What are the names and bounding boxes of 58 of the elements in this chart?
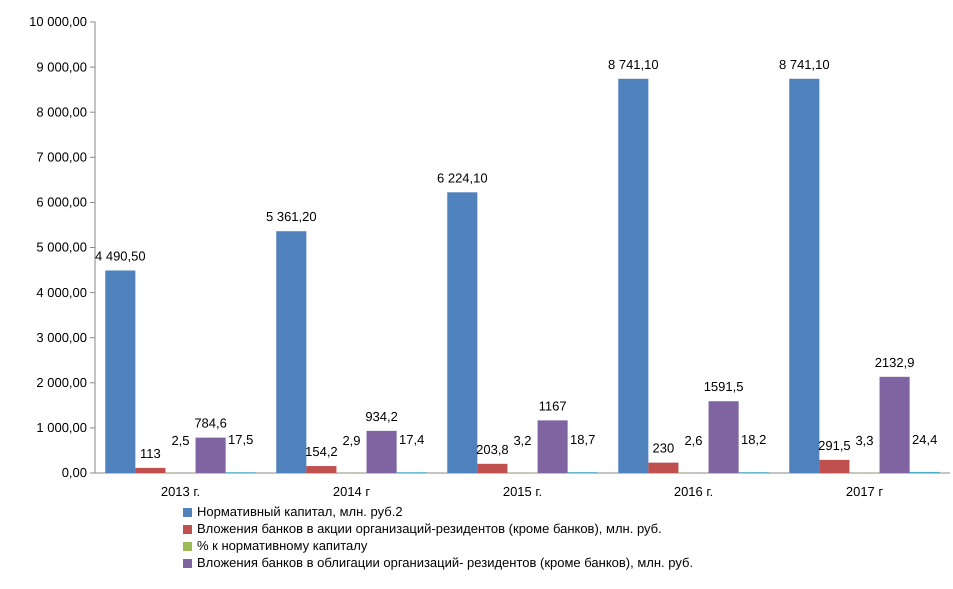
x-tick-label: 2013 г. bbox=[160, 484, 200, 500]
data-label: 1167 bbox=[538, 398, 567, 414]
data-label: 8 741,10 bbox=[608, 56, 659, 72]
data-label: 2,9 bbox=[342, 432, 361, 448]
y-tick-label: 9 000,00 bbox=[36, 59, 87, 74]
data-label: 6 224,10 bbox=[437, 170, 488, 186]
data-label: 784,6 bbox=[194, 416, 227, 431]
bar bbox=[880, 376, 910, 473]
data-label: 5 361,20 bbox=[266, 209, 317, 224]
legend-label: Вложения банков в облигации организаций- резидентов (кроме банков), млн. руб. bbox=[197, 555, 694, 570]
bar bbox=[135, 468, 166, 473]
data-label: 24,4 bbox=[912, 432, 938, 447]
data-label: 2,6 bbox=[684, 432, 703, 448]
y-tick-label: 10 000,00 bbox=[29, 14, 87, 30]
bar bbox=[708, 401, 739, 473]
data-label: 2,5 bbox=[171, 432, 190, 448]
legend-label: Нормативный капитал, млн. руб.2 bbox=[197, 504, 403, 519]
bar bbox=[306, 466, 336, 473]
bar bbox=[477, 464, 508, 473]
y-tick-label: 0,00 bbox=[62, 465, 87, 480]
x-tick-label: 2017 г bbox=[846, 484, 884, 500]
y-tick-label: 3 000,00 bbox=[36, 330, 87, 345]
y-tick-label: 5 000,00 bbox=[36, 240, 87, 255]
y-tick-label: 1 000,00 bbox=[36, 420, 87, 436]
data-label: 1591,5 bbox=[704, 379, 744, 394]
y-tick-label: 7 000,00 bbox=[36, 149, 87, 164]
bar bbox=[447, 192, 478, 473]
data-label: 18,7 bbox=[570, 432, 596, 448]
x-tick-label: 2015 г. bbox=[502, 484, 542, 500]
bar bbox=[618, 78, 648, 473]
bar bbox=[538, 420, 568, 473]
data-label: 3,2 bbox=[513, 432, 532, 448]
legend-label: Вложения банков в акции организаций-резидентов (кроме банков), млн. руб. bbox=[197, 521, 662, 536]
legend-label: % к нормативному капиталу bbox=[197, 538, 368, 553]
data-label: 230 bbox=[652, 440, 674, 456]
y-tick-label: 8 000,00 bbox=[36, 104, 87, 120]
data-label: 17,4 bbox=[399, 432, 424, 448]
data-label: 2132,9 bbox=[874, 354, 914, 370]
x-tick-label: 2014 г bbox=[332, 484, 370, 500]
data-label: 154,2 bbox=[305, 444, 338, 460]
bar bbox=[196, 438, 226, 473]
x-tick-label: 2016 г. bbox=[674, 484, 714, 500]
bar bbox=[105, 270, 136, 473]
data-label: 18,2 bbox=[741, 432, 766, 448]
data-label: 3,3 bbox=[855, 432, 874, 448]
bar bbox=[648, 462, 678, 473]
data-label: 17,5 bbox=[228, 432, 254, 448]
bar bbox=[789, 78, 820, 473]
bar bbox=[366, 430, 397, 473]
y-tick-label: 4 000,00 bbox=[36, 284, 87, 300]
data-label: 934,2 bbox=[365, 408, 398, 424]
y-tick-label: 2 000,00 bbox=[36, 374, 87, 390]
bar bbox=[819, 460, 850, 473]
data-label: 113 bbox=[140, 446, 161, 461]
data-label: 8 741,10 bbox=[779, 56, 830, 72]
bar bbox=[276, 231, 306, 473]
data-label: 4 490,50 bbox=[95, 248, 146, 264]
y-tick-label: 6 000,00 bbox=[36, 194, 87, 210]
